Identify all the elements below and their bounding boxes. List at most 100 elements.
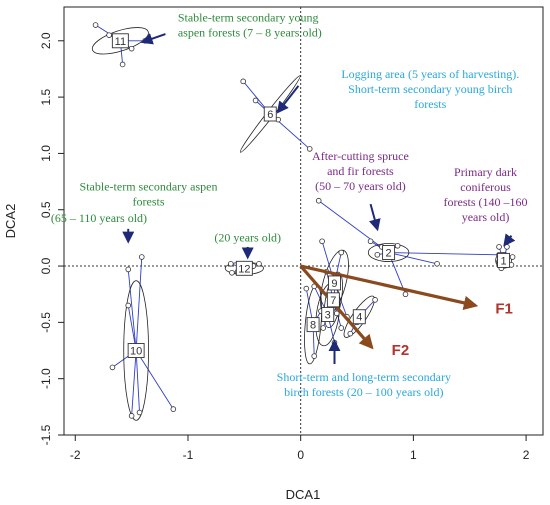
site-label: 12 bbox=[238, 263, 250, 275]
site-label: 2 bbox=[386, 248, 392, 260]
site-spoke bbox=[388, 252, 438, 265]
site-point bbox=[306, 146, 313, 152]
plot-frame bbox=[63, 6, 544, 436]
site-point bbox=[119, 61, 126, 68]
site-point bbox=[136, 409, 143, 416]
y-tick-label: -1.0 bbox=[39, 368, 53, 389]
site-spoke bbox=[135, 350, 174, 410]
annotation-text: Primary dark bbox=[454, 165, 517, 179]
vector-label: F1 bbox=[495, 300, 513, 317]
site-point bbox=[229, 270, 235, 276]
site-point bbox=[374, 251, 381, 258]
annotation-text: years old) bbox=[462, 210, 510, 224]
site-label: 9 bbox=[331, 278, 337, 290]
y-tick-label: 2.0 bbox=[39, 32, 53, 49]
site-label: 4 bbox=[356, 312, 362, 324]
site-point bbox=[394, 242, 401, 249]
site-label: 11 bbox=[115, 36, 126, 48]
site-label-box bbox=[352, 309, 366, 325]
annotation-text: forests bbox=[414, 97, 446, 111]
x-tick-label: 0 bbox=[297, 448, 304, 462]
site-label-box bbox=[127, 343, 145, 358]
site-point bbox=[125, 266, 132, 273]
annotation-text: (65 – 110 years old) bbox=[51, 211, 147, 225]
site-point bbox=[509, 254, 516, 260]
y-tick-label: -0.5 bbox=[39, 312, 53, 333]
site-ellipse bbox=[123, 280, 149, 421]
y-tick-label: 0.5 bbox=[39, 201, 53, 218]
site-point bbox=[228, 260, 234, 267]
site-ellipse bbox=[323, 271, 343, 329]
y-tick-label: 0.0 bbox=[39, 257, 53, 274]
annotation-text: forests bbox=[133, 195, 165, 209]
site-point bbox=[338, 249, 345, 256]
annotation-text: (20 years old) bbox=[214, 230, 281, 244]
annotation-text: birch forests (20 – 100 years old) bbox=[284, 385, 443, 399]
annotation-arrow bbox=[276, 85, 300, 114]
site-point bbox=[170, 406, 177, 412]
site-point bbox=[320, 325, 327, 331]
site-label-box bbox=[306, 317, 320, 333]
site-point bbox=[92, 22, 99, 28]
site-ellipse bbox=[367, 243, 410, 262]
x-tick-label: -1 bbox=[183, 448, 194, 462]
site-label: 1 bbox=[500, 255, 506, 267]
annotation-arrow bbox=[503, 233, 516, 247]
y-tick-label: 1.0 bbox=[39, 145, 53, 162]
site-spoke bbox=[388, 252, 500, 256]
site-label: 6 bbox=[267, 109, 273, 121]
site-point bbox=[367, 238, 374, 245]
y-tick-label: 1.5 bbox=[39, 88, 53, 105]
site-point bbox=[333, 310, 340, 317]
annotation-text: Stable-term secondary aspen bbox=[80, 180, 218, 194]
annotation-text: Short-term and long-term secondary bbox=[277, 370, 451, 384]
site-spoke bbox=[318, 200, 389, 253]
site-spoke bbox=[127, 269, 137, 351]
site-label-box bbox=[263, 106, 277, 122]
site-label: 8 bbox=[310, 320, 316, 332]
site-point bbox=[434, 260, 440, 267]
site-label-box bbox=[382, 245, 396, 260]
annotation-arrow bbox=[140, 33, 166, 45]
annotation-text: aspen forests (7 – 8 years old) bbox=[178, 26, 322, 40]
x-tick-label: 1 bbox=[410, 448, 417, 462]
site-spoke bbox=[135, 350, 140, 413]
reference-lines bbox=[64, 7, 543, 435]
y-axis-title: DCA2 bbox=[3, 204, 18, 239]
axes: -2 -1 0 1 2-1.5-1.0-0.50.00.51.01.52.0 bbox=[39, 32, 530, 462]
site-point bbox=[240, 78, 247, 85]
site-point bbox=[252, 97, 259, 104]
site-point bbox=[311, 353, 318, 359]
vector-arrow bbox=[300, 264, 479, 310]
site-point bbox=[109, 364, 116, 371]
site-label-box bbox=[235, 260, 253, 276]
annotation-text: forests (140 –160 bbox=[444, 195, 528, 209]
vector-label: F2 bbox=[392, 342, 410, 359]
site-label-box bbox=[111, 33, 129, 49]
x-tick-label: 2 bbox=[523, 448, 530, 462]
annotation-text: and fir forests bbox=[327, 164, 394, 178]
site-spoke bbox=[131, 350, 137, 416]
site-point bbox=[315, 197, 322, 204]
site-label-box bbox=[321, 307, 335, 322]
annotation-text: (50 – 70 years old) bbox=[315, 179, 406, 193]
site-point bbox=[125, 302, 132, 309]
site-label: 7 bbox=[330, 295, 336, 307]
site-point bbox=[319, 238, 325, 245]
site-label-box bbox=[328, 275, 341, 291]
site-spoke bbox=[127, 305, 137, 351]
x-axis-title: DCA1 bbox=[286, 487, 321, 502]
annotation-text: Logging area (5 years of harvesting). bbox=[341, 67, 519, 81]
site-point bbox=[128, 413, 135, 419]
site-point bbox=[504, 244, 510, 250]
annotation-text: coniferous bbox=[460, 180, 511, 194]
site-label: 10 bbox=[130, 346, 142, 358]
annotation-text: Stable-term secondary young bbox=[178, 11, 319, 25]
annotation-arrow bbox=[369, 203, 381, 232]
annotation-text: Short-term secondary young birch bbox=[348, 82, 512, 96]
site-point bbox=[338, 325, 345, 331]
site-spoke bbox=[135, 257, 143, 351]
x-tick-label: -2 bbox=[70, 448, 81, 462]
